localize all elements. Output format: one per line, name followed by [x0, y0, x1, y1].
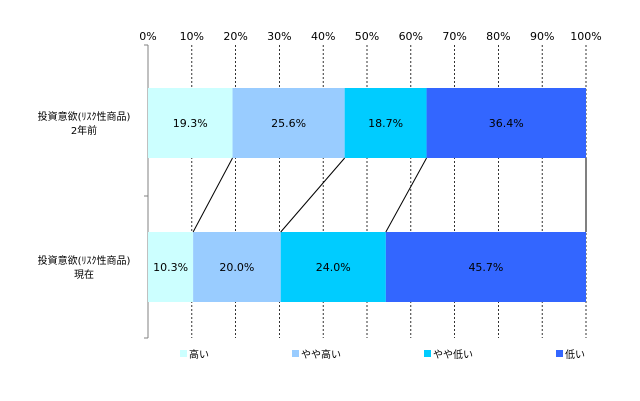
- category-label-line: 現在: [74, 269, 94, 281]
- bar-segment: [148, 88, 233, 158]
- legend-label: やや高い: [301, 348, 341, 361]
- bar-segment: [426, 88, 586, 158]
- legend-label: 高い: [189, 348, 209, 361]
- category-label: 投資意欲(ﾘｽｸ性商品) 2年前: [38, 110, 131, 137]
- data-label: 45.7%: [468, 261, 503, 274]
- bar-segment: [148, 232, 194, 302]
- data-label: 36.4%: [489, 117, 524, 130]
- data-label: 20.0%: [219, 261, 254, 274]
- bars: [148, 88, 586, 302]
- x-tick-label: 10%: [180, 30, 204, 43]
- x-tick-label: 20%: [223, 30, 247, 43]
- x-tick-label: 80%: [486, 30, 510, 43]
- x-tick-labels: 0% 10% 20% 30% 40% 50% 60% 70% 80% 90% 100%: [139, 30, 601, 43]
- legend-label: 低い: [565, 348, 585, 361]
- series-connector-line: [385, 157, 428, 233]
- bar-segment: [232, 88, 345, 158]
- data-label: 10.3%: [153, 261, 188, 274]
- legend-swatch: [556, 350, 563, 357]
- data-labels: 19.3% 25.6% 18.7% 36.4% 10.3% 20.0% 24.0% 45.7%: [153, 117, 524, 274]
- bar-segment: [344, 88, 427, 158]
- category-label: 投資意欲(ﾘｽｸ性商品) 現在: [38, 254, 131, 281]
- category-label-line: 2年前: [71, 124, 97, 137]
- category-label-line: 投資意欲(ﾘｽｸ性商品): [38, 110, 131, 123]
- data-label: 18.7%: [368, 117, 403, 130]
- x-tick-label: 70%: [442, 30, 466, 43]
- axes: [144, 44, 149, 339]
- x-tick-label: 60%: [399, 30, 423, 43]
- x-tick-label: 90%: [530, 30, 554, 43]
- data-label: 25.6%: [271, 117, 306, 130]
- series-connector-line: [280, 157, 346, 233]
- x-tick-label: 50%: [355, 30, 379, 43]
- x-tick-label: 100%: [570, 30, 601, 43]
- category-label-line: 投資意欲(ﾘｽｸ性商品): [38, 254, 131, 267]
- legend: 高い やや高い やや低い 低い: [180, 348, 585, 361]
- series-connector-line: [192, 157, 233, 233]
- x-tick-label: 40%: [311, 30, 335, 43]
- legend-swatch: [180, 350, 187, 357]
- bar-segment: [280, 232, 386, 302]
- bar-segment: [193, 232, 281, 302]
- x-tick-label: 0%: [139, 30, 156, 43]
- legend-label: やや低い: [433, 348, 473, 361]
- series-connector-lines: [192, 157, 587, 233]
- x-tick-label: 30%: [267, 30, 291, 43]
- data-label: 19.3%: [173, 117, 208, 130]
- bar-segment: [385, 232, 586, 302]
- legend-swatch: [292, 350, 299, 357]
- legend-swatch: [424, 350, 431, 357]
- data-label: 24.0%: [316, 261, 351, 274]
